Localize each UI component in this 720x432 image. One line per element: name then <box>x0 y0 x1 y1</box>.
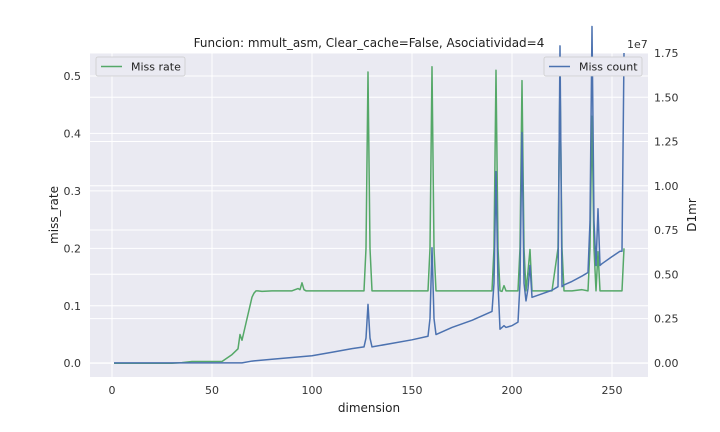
x-tick-label: 50 <box>205 384 219 397</box>
legend-miss-count: Miss count <box>543 56 643 77</box>
x-tick-label: 150 <box>402 384 423 397</box>
left-tick-label: 0.4 <box>64 127 82 140</box>
right-tick-label: 1.25 <box>654 136 679 149</box>
legend-miss-rate: Miss rate <box>95 56 186 77</box>
x-tick-label: 200 <box>502 384 523 397</box>
left-tick-label: 0.2 <box>64 242 82 255</box>
right-tick-label: 1.75 <box>654 47 679 60</box>
left-tick-label: 0.3 <box>64 185 82 198</box>
series-lines <box>114 25 625 364</box>
right-tick-labels: 0.00 0.25 0.50 0.75 1.00 1.25 1.50 1.75 <box>654 47 679 370</box>
right-tick-label: 1.00 <box>654 180 679 193</box>
legend-miss-count-label: Miss count <box>579 61 638 74</box>
right-tick-label: 0.75 <box>654 224 679 237</box>
x-tick-labels: 0 50 100 150 200 250 <box>109 384 623 397</box>
right-tick-label: 1.50 <box>654 91 679 104</box>
left-axis-label: miss_rate <box>47 186 61 244</box>
miss-count-line <box>114 25 625 364</box>
chart-title: Funcion: mmult_asm, Clear_cache=False, A… <box>194 36 545 50</box>
right-axis-label: D1mr <box>685 198 699 232</box>
legend-miss-rate-box <box>95 56 186 77</box>
x-tick-label: 100 <box>302 384 323 397</box>
left-tick-label: 0.0 <box>64 357 82 370</box>
legend-miss-count-box <box>543 56 643 77</box>
right-tick-label: 0.00 <box>654 357 679 370</box>
left-tick-label: 0.1 <box>64 300 82 313</box>
right-tick-label: 0.50 <box>654 268 679 281</box>
right-axis-offset-text: 1e7 <box>627 38 648 51</box>
miss-rate-line <box>114 66 625 364</box>
x-tick-label: 250 <box>602 384 623 397</box>
right-tick-label: 0.25 <box>654 313 679 326</box>
left-tick-label: 0.5 <box>64 70 82 83</box>
legend-miss-rate-label: Miss rate <box>131 61 181 74</box>
x-axis-label: dimension <box>338 401 400 415</box>
x-tick-label: 0 <box>109 384 116 397</box>
left-tick-labels: 0.0 0.1 0.2 0.3 0.4 0.5 <box>64 70 82 370</box>
